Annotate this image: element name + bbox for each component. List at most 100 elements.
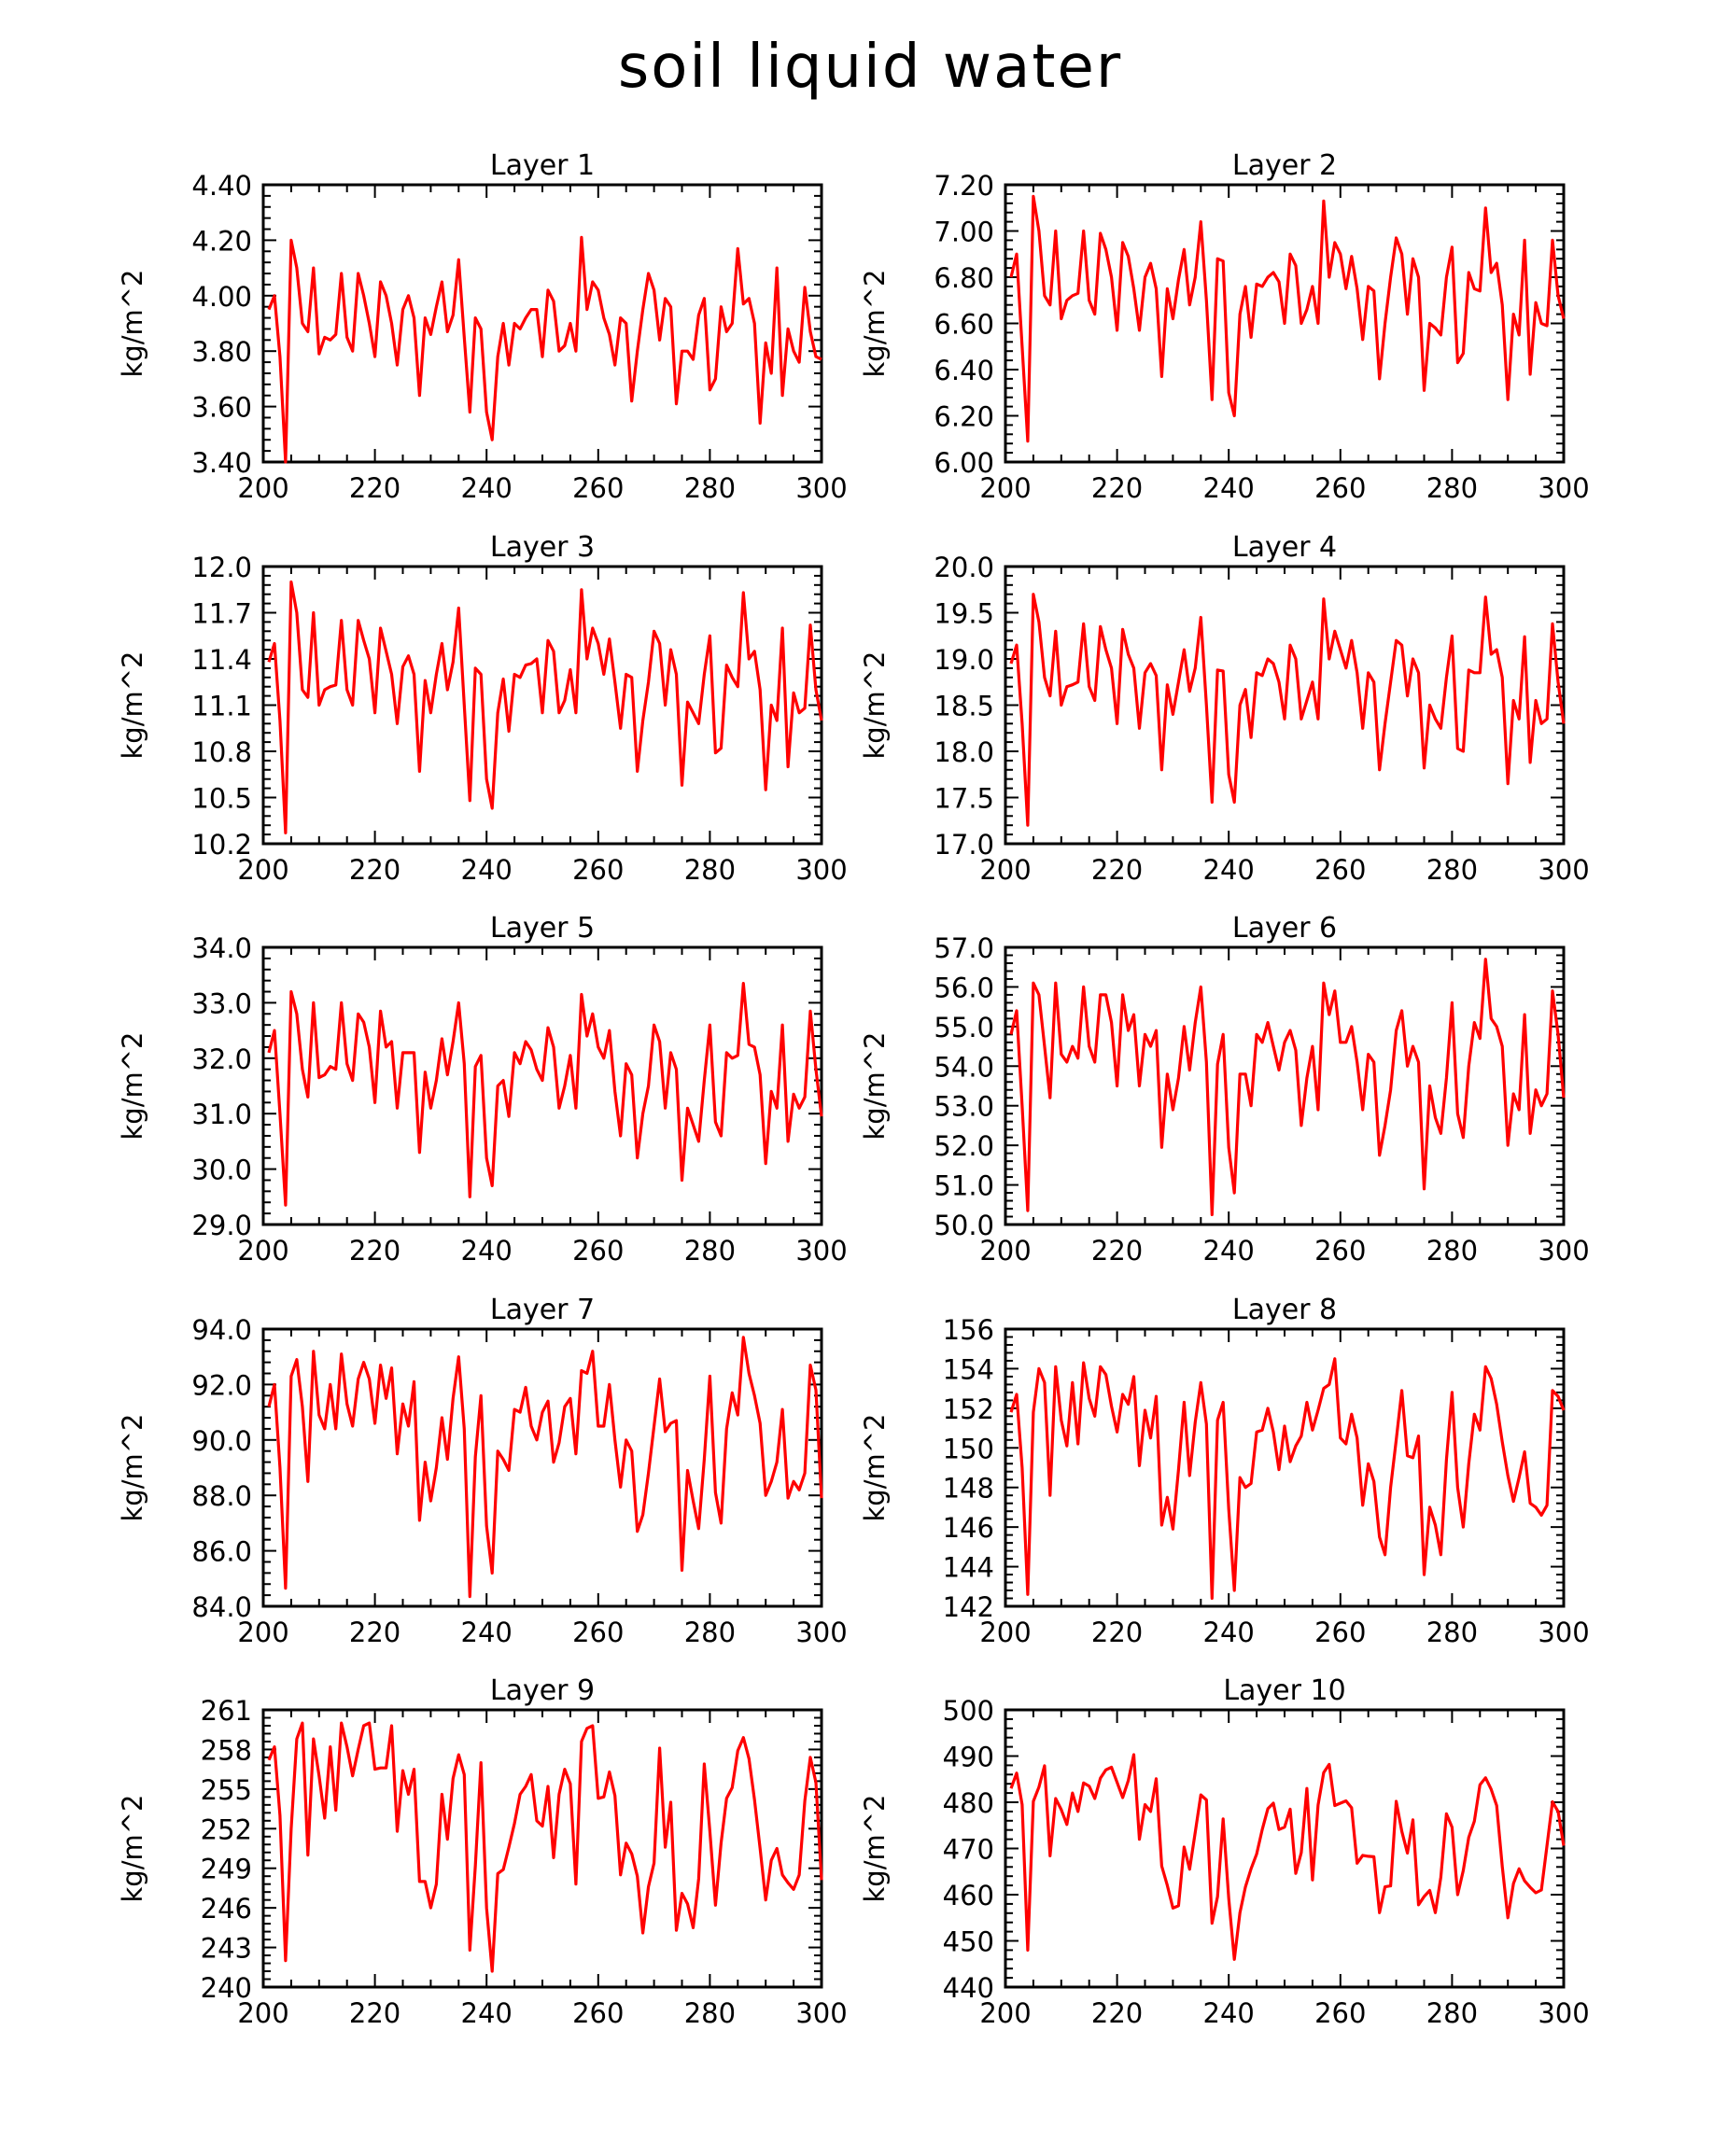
x-tick-label: 280 [684, 854, 736, 886]
series-line [267, 981, 823, 1207]
x-tick-label: 220 [349, 1617, 400, 1648]
y-tick-label: 6.00 [934, 447, 994, 479]
x-tick-label: 260 [1314, 1997, 1366, 2029]
x-tick-label: 240 [461, 472, 513, 504]
y-tick-label: 148 [943, 1473, 994, 1505]
x-tick-label: 300 [795, 854, 847, 886]
panel-title: Layer 9 [490, 1674, 595, 1707]
panel-title: Layer 1 [490, 149, 595, 182]
panel-title: Layer 6 [1232, 912, 1337, 945]
x-tick-label: 300 [1538, 1997, 1589, 2029]
x-tick-label: 280 [684, 1617, 736, 1648]
y-tick-label: 11.4 [191, 644, 252, 676]
x-tick-label: 200 [979, 472, 1031, 504]
y-axis-label: kg/m^2 [117, 270, 148, 378]
x-tick-label: 280 [1426, 1235, 1478, 1267]
x-tick-label: 280 [1426, 472, 1478, 504]
panel-layer-9: Layer 9 kg/m^2 200 220 240 260 280 300 240 243 246… [117, 1674, 848, 2029]
y-tick-label: 56.0 [934, 972, 994, 1003]
y-tick-label: 243 [201, 1933, 252, 1965]
y-tick-label: 55.0 [934, 1012, 994, 1043]
x-tick-label: 260 [572, 1997, 624, 2029]
y-tick-label: 50.0 [934, 1210, 994, 1241]
x-tick-label: 220 [1091, 1617, 1143, 1648]
y-axis-label: kg/m^2 [859, 1032, 891, 1141]
x-tick-label: 200 [979, 854, 1031, 886]
y-tick-label: 3.60 [191, 392, 252, 424]
panels: Layer 1 kg/m^2 200 220 240 260 280 300 3.40 3.60 3… [117, 149, 1590, 2029]
x-tick-label: 240 [1203, 1617, 1255, 1648]
y-axis-label: kg/m^2 [859, 651, 891, 760]
x-tick-label: 260 [572, 472, 624, 504]
y-tick-label: 84.0 [191, 1591, 252, 1623]
x-tick-label: 200 [237, 1997, 288, 2029]
panel-layer-3: Layer 3 kg/m^2 200 220 240 260 280 300 10.2 10.5 1… [117, 531, 848, 886]
y-tick-label: 29.0 [191, 1210, 252, 1241]
y-axis-label: kg/m^2 [859, 1795, 891, 1903]
y-tick-label: 450 [943, 1926, 994, 1958]
y-tick-label: 154 [943, 1353, 994, 1385]
y-tick-label: 7.20 [934, 170, 994, 202]
x-tick-label: 220 [1091, 854, 1143, 886]
y-tick-label: 500 [943, 1695, 994, 1727]
panel-title: Layer 4 [1232, 531, 1337, 564]
x-tick-label: 220 [1091, 1997, 1143, 2029]
x-tick-label: 220 [349, 854, 400, 886]
y-axis-label: kg/m^2 [859, 270, 891, 378]
x-tick-label: 300 [795, 1997, 847, 2029]
y-tick-label: 144 [943, 1552, 994, 1584]
y-axis-label: kg/m^2 [117, 1414, 148, 1522]
y-tick-label: 88.0 [191, 1480, 252, 1512]
x-tick-label: 220 [1091, 472, 1143, 504]
x-tick-label: 260 [572, 854, 624, 886]
x-tick-label: 260 [1314, 854, 1366, 886]
y-axis-label: kg/m^2 [117, 1795, 148, 1903]
y-tick-label: 18.0 [934, 736, 994, 768]
panel-title: Layer 7 [490, 1294, 595, 1326]
x-tick-label: 200 [237, 1235, 288, 1267]
panel-title: Layer 5 [490, 912, 595, 945]
panel-layer-1: Layer 1 kg/m^2 200 220 240 260 280 300 3.40 3.60 3… [117, 149, 848, 504]
y-tick-label: 52.0 [934, 1130, 994, 1162]
x-tick-label: 240 [461, 1617, 513, 1648]
x-tick-label: 240 [461, 854, 513, 886]
y-tick-label: 4.00 [191, 281, 252, 313]
y-tick-label: 12.0 [191, 552, 252, 583]
y-tick-label: 10.5 [191, 783, 252, 815]
x-tick-label: 280 [684, 1235, 736, 1267]
y-tick-label: 18.5 [934, 691, 994, 722]
y-tick-label: 32.0 [191, 1043, 252, 1075]
y-tick-label: 152 [943, 1393, 994, 1425]
x-tick-label: 280 [1426, 1617, 1478, 1648]
y-axis-label: kg/m^2 [117, 651, 148, 760]
x-tick-label: 280 [684, 1997, 736, 2029]
y-tick-label: 490 [943, 1742, 994, 1773]
x-tick-label: 300 [795, 1617, 847, 1648]
y-tick-label: 3.80 [191, 336, 252, 368]
y-tick-label: 20.0 [934, 552, 994, 583]
y-tick-label: 480 [943, 1787, 994, 1819]
x-tick-label: 300 [795, 1235, 847, 1267]
y-tick-label: 57.0 [934, 932, 994, 964]
y-tick-label: 10.8 [191, 736, 252, 768]
panel-layer-7: Layer 7 kg/m^2 200 220 240 260 280 300 84.0 86.0 8… [117, 1294, 848, 1648]
x-tick-label: 260 [1314, 1617, 1366, 1648]
series-line [1009, 593, 1566, 827]
x-tick-label: 300 [1538, 854, 1589, 886]
y-tick-label: 440 [943, 1972, 994, 2004]
y-tick-label: 31.0 [191, 1099, 252, 1130]
y-tick-label: 470 [943, 1834, 994, 1866]
x-tick-label: 200 [979, 1617, 1031, 1648]
x-tick-label: 220 [1091, 1235, 1143, 1267]
panel-layer-10: Layer 10 kg/m^2 200 220 240 260 280 300 440 450 46… [859, 1674, 1590, 2029]
x-tick-label: 220 [349, 472, 400, 504]
y-axis-label: kg/m^2 [117, 1032, 148, 1141]
y-tick-label: 4.20 [191, 225, 252, 257]
y-tick-label: 6.40 [934, 355, 994, 386]
x-tick-label: 200 [979, 1235, 1031, 1267]
series-line [267, 580, 823, 835]
y-tick-label: 261 [201, 1695, 252, 1727]
x-tick-label: 300 [1538, 1617, 1589, 1648]
y-tick-label: 255 [201, 1774, 252, 1806]
